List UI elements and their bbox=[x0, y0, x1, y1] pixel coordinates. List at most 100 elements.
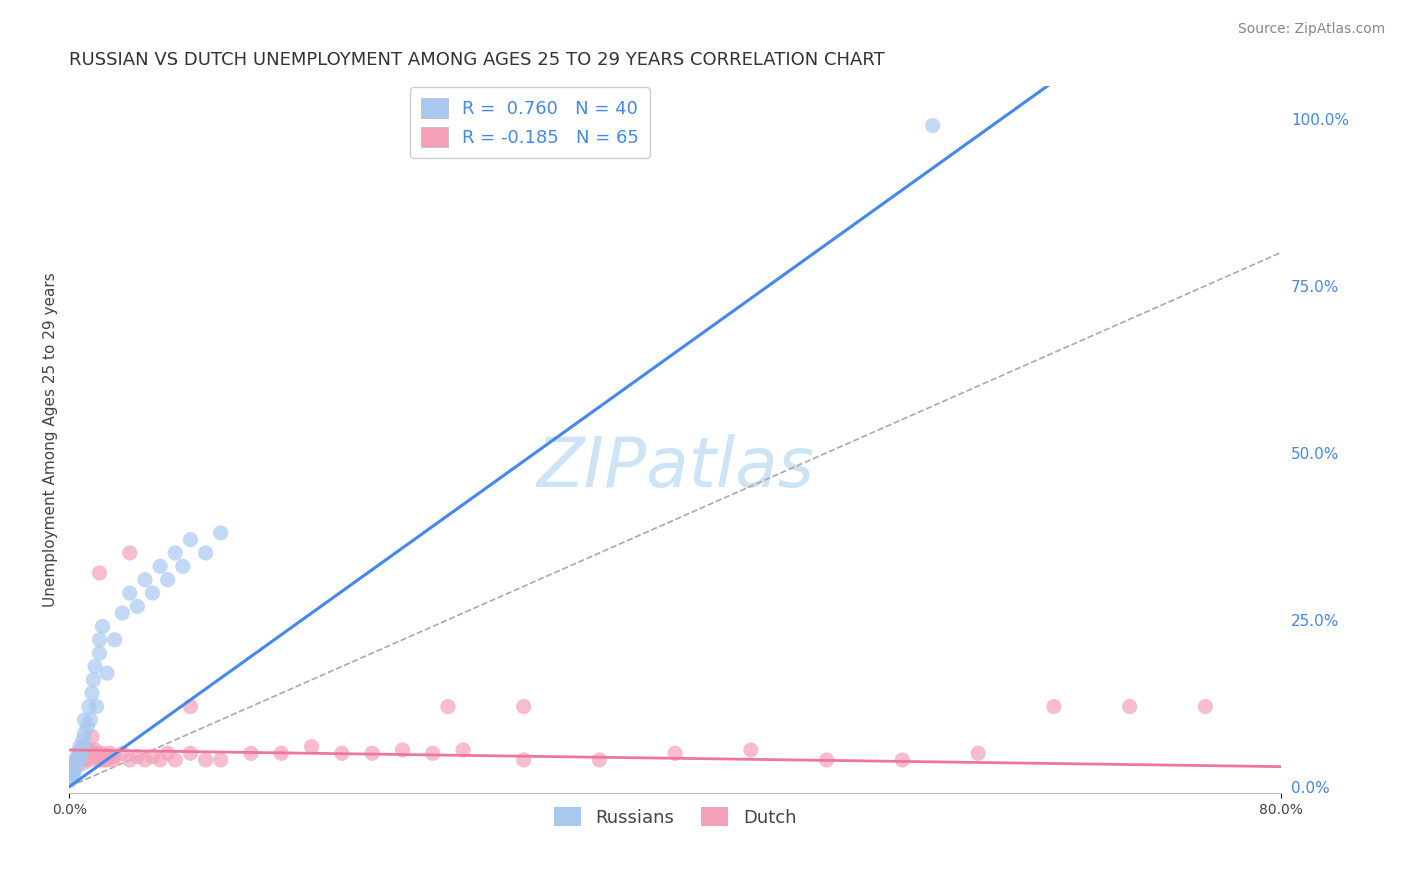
Point bbox=[422, 746, 444, 760]
Point bbox=[62, 763, 84, 777]
Point bbox=[194, 546, 217, 560]
Point bbox=[361, 746, 384, 760]
Point bbox=[156, 573, 179, 587]
Point bbox=[740, 743, 762, 757]
Point bbox=[141, 586, 163, 600]
Point bbox=[91, 746, 114, 760]
Point bbox=[69, 753, 91, 767]
Point bbox=[118, 586, 141, 600]
Point bbox=[72, 756, 94, 771]
Point bbox=[664, 746, 686, 760]
Point bbox=[194, 753, 217, 767]
Point bbox=[512, 699, 534, 714]
Point bbox=[149, 559, 172, 574]
Point bbox=[134, 753, 156, 767]
Point bbox=[80, 686, 103, 700]
Point bbox=[62, 759, 84, 773]
Point bbox=[179, 533, 201, 547]
Point bbox=[1043, 699, 1066, 714]
Point bbox=[815, 753, 838, 767]
Point bbox=[127, 599, 149, 614]
Point bbox=[86, 699, 108, 714]
Point bbox=[111, 606, 134, 620]
Point bbox=[73, 739, 96, 754]
Point bbox=[59, 766, 82, 780]
Point bbox=[69, 746, 91, 760]
Point bbox=[141, 749, 163, 764]
Point bbox=[84, 659, 107, 673]
Point bbox=[77, 699, 100, 714]
Point bbox=[75, 749, 97, 764]
Point bbox=[301, 739, 323, 754]
Point bbox=[179, 746, 201, 760]
Point bbox=[89, 632, 111, 647]
Point bbox=[1118, 699, 1140, 714]
Point bbox=[101, 753, 124, 767]
Point bbox=[134, 573, 156, 587]
Point bbox=[165, 753, 187, 767]
Point bbox=[60, 763, 83, 777]
Y-axis label: Unemployment Among Ages 25 to 29 years: Unemployment Among Ages 25 to 29 years bbox=[44, 272, 58, 607]
Text: ZIPatlas: ZIPatlas bbox=[536, 434, 814, 501]
Point bbox=[76, 746, 98, 760]
Point bbox=[111, 746, 134, 760]
Point bbox=[94, 749, 117, 764]
Point bbox=[65, 753, 87, 767]
Point bbox=[67, 749, 90, 764]
Point bbox=[77, 743, 100, 757]
Point bbox=[588, 753, 610, 767]
Point bbox=[70, 743, 93, 757]
Point bbox=[165, 546, 187, 560]
Point bbox=[149, 753, 172, 767]
Point bbox=[73, 726, 96, 740]
Point bbox=[79, 713, 101, 727]
Point bbox=[172, 559, 194, 574]
Point bbox=[80, 749, 103, 764]
Point bbox=[100, 749, 122, 764]
Point bbox=[118, 753, 141, 767]
Point bbox=[1194, 699, 1216, 714]
Title: RUSSIAN VS DUTCH UNEMPLOYMENT AMONG AGES 25 TO 29 YEARS CORRELATION CHART: RUSSIAN VS DUTCH UNEMPLOYMENT AMONG AGES… bbox=[69, 51, 884, 69]
Point bbox=[330, 746, 353, 760]
Point bbox=[72, 733, 94, 747]
Point bbox=[921, 119, 943, 133]
Point bbox=[89, 566, 111, 580]
Point bbox=[209, 525, 232, 540]
Point bbox=[76, 720, 98, 734]
Point bbox=[82, 746, 104, 760]
Point bbox=[127, 749, 149, 764]
Point bbox=[437, 699, 460, 714]
Point bbox=[73, 713, 96, 727]
Point bbox=[104, 749, 127, 764]
Point bbox=[270, 746, 292, 760]
Point bbox=[84, 743, 107, 757]
Point bbox=[66, 753, 89, 767]
Point bbox=[91, 619, 114, 633]
Point bbox=[82, 673, 104, 687]
Point bbox=[179, 699, 201, 714]
Point bbox=[66, 759, 89, 773]
Point bbox=[240, 746, 263, 760]
Text: Source: ZipAtlas.com: Source: ZipAtlas.com bbox=[1237, 22, 1385, 37]
Point bbox=[89, 646, 111, 660]
Point bbox=[209, 753, 232, 767]
Point bbox=[80, 730, 103, 744]
Point bbox=[62, 766, 84, 780]
Point bbox=[96, 666, 118, 681]
Point bbox=[89, 753, 111, 767]
Point bbox=[90, 749, 112, 764]
Point bbox=[87, 746, 110, 760]
Point bbox=[79, 753, 101, 767]
Legend: Russians, Dutch: Russians, Dutch bbox=[547, 800, 804, 834]
Point bbox=[98, 746, 121, 760]
Point bbox=[73, 753, 96, 767]
Point bbox=[93, 753, 115, 767]
Point bbox=[69, 739, 91, 754]
Point bbox=[967, 746, 990, 760]
Point bbox=[156, 746, 179, 760]
Point bbox=[59, 772, 82, 787]
Point bbox=[97, 749, 120, 764]
Point bbox=[59, 766, 82, 780]
Point bbox=[451, 743, 474, 757]
Point bbox=[60, 770, 83, 784]
